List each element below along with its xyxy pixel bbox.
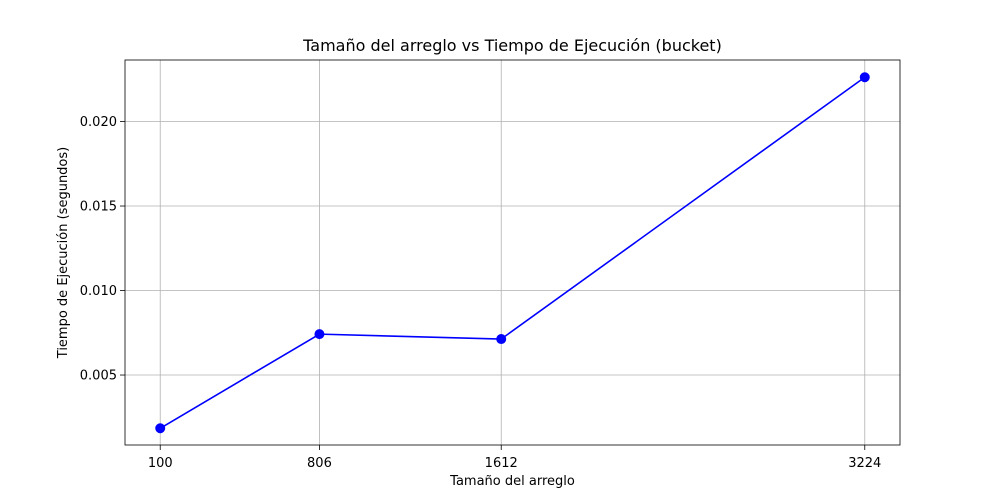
y-tick-label: 0.015 [80,200,117,215]
series-line [159,76,866,429]
grid [125,60,900,445]
x-tick-label: 806 [307,456,332,471]
axes-frame [124,59,901,446]
series-layer [155,72,870,434]
data-point [859,72,870,83]
chart-title: Tamaño del arreglo vs Tiempo de Ejecució… [302,36,722,55]
x-tick-label: 1612 [485,456,518,471]
data-point [496,334,507,345]
x-ticks: 100 806 1612 3224 [148,445,881,471]
x-tick-label: 3224 [848,456,881,471]
y-tick-label: 0.020 [80,115,117,130]
y-tick-label: 0.005 [80,369,117,384]
data-point [155,423,166,434]
x-axis-label: Tamaño del arreglo [449,474,575,489]
y-axis-label: Tiempo de Ejecución (segundos) [56,147,71,359]
data-point [314,329,325,340]
y-ticks: 0.005 0.010 0.015 0.020 [80,115,125,384]
y-tick-label: 0.010 [80,284,117,299]
x-tick-label: 100 [148,456,173,471]
